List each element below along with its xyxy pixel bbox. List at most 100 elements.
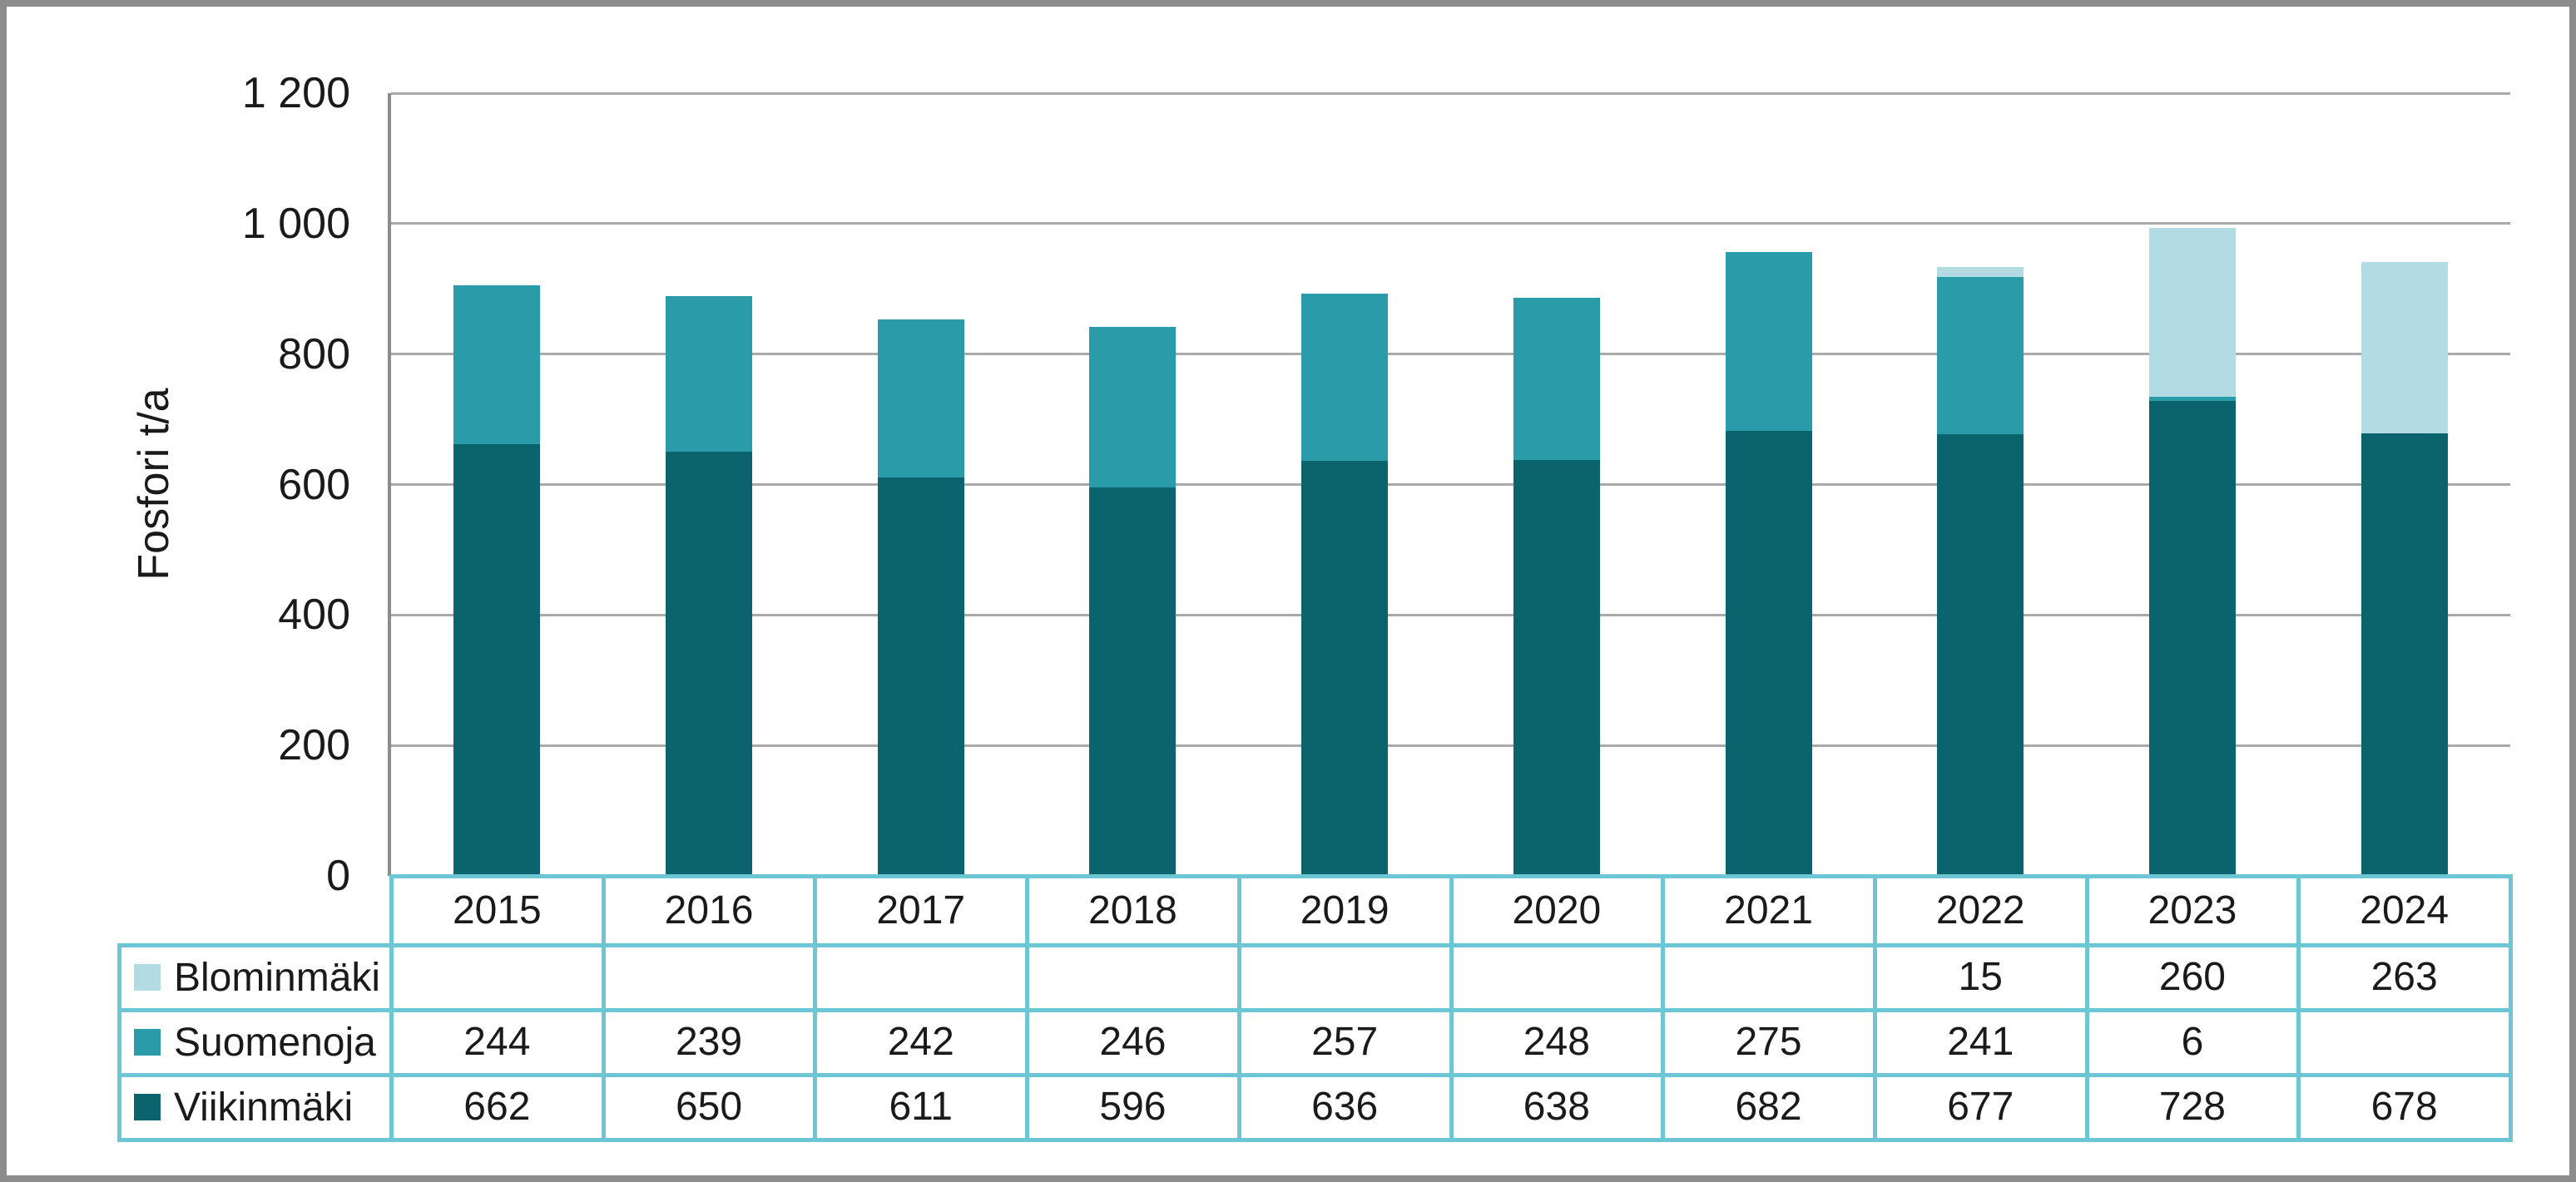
bar-segment-viikinmäki <box>1301 461 1389 876</box>
table-border <box>117 1008 2513 1012</box>
y-axis-tick-label: 200 <box>278 721 350 770</box>
table-year-header: 2022 <box>1935 888 2025 932</box>
table-value-cell <box>1662 945 1875 1010</box>
table-border <box>1872 874 1877 1142</box>
table-value-cell: 650 <box>675 1085 743 1129</box>
bar-segment-viikinmäki <box>453 443 541 876</box>
table-year-header: 2016 <box>664 888 754 932</box>
table-value-cell <box>603 945 815 1010</box>
table-border <box>117 1073 2513 1077</box>
table-border <box>2296 874 2301 1142</box>
table-year-header: 2017 <box>876 888 966 932</box>
table-value-cell: 239 <box>675 1020 743 1064</box>
gridline <box>391 222 2510 225</box>
legend-label: Viikinmäki <box>174 1085 354 1130</box>
table-border <box>2084 874 2089 1142</box>
y-axis-tick-label: 800 <box>278 329 350 378</box>
table-value-cell: 6 <box>2181 1020 2204 1064</box>
table-border <box>117 943 121 1142</box>
table-value-cell: 241 <box>1947 1020 2014 1064</box>
table-value-cell: 611 <box>889 1085 953 1129</box>
gridline <box>391 483 2510 486</box>
table-value-cell: 246 <box>1099 1020 1167 1064</box>
table-value-cell: 636 <box>1311 1085 1379 1129</box>
bar-segment-viikinmäki <box>1725 431 1812 876</box>
y-axis-title: Fosfori t/a <box>130 388 178 581</box>
gridline <box>391 744 2510 747</box>
bar-segment-suomenoja <box>1513 298 1600 460</box>
gridline <box>391 91 2510 95</box>
table-value-cell: 263 <box>2370 955 2438 999</box>
gridline <box>391 353 2510 356</box>
table-value-cell: 662 <box>463 1085 531 1129</box>
table-value-cell: 248 <box>1523 1020 1590 1064</box>
bar-segment-suomenoja <box>666 295 753 453</box>
table-value-cell <box>391 945 603 1010</box>
y-axis-tick-label: 1 000 <box>241 199 350 248</box>
bar-segment-suomenoja <box>453 284 541 444</box>
table-value-cell <box>1027 945 1239 1010</box>
bar-segment-blominmäki <box>2361 262 2448 434</box>
bar-segment-viikinmäki <box>2361 433 2448 876</box>
table-year-header: 2021 <box>1724 888 1813 932</box>
bar-segment-suomenoja <box>1937 277 2024 435</box>
table-value-cell <box>2298 1010 2510 1075</box>
bar-segment-viikinmäki <box>1937 434 2024 876</box>
gridline <box>391 613 2510 616</box>
table-year-header: 2020 <box>1512 888 1602 932</box>
bar-segment-viikinmäki <box>1089 487 1177 876</box>
table-value-cell: 15 <box>1958 955 2003 999</box>
bar-segment-suomenoja <box>877 319 964 477</box>
table-value-cell: 275 <box>1735 1020 1802 1064</box>
bar-segment-blominmäki <box>2148 227 2236 398</box>
table-year-header: 2015 <box>452 888 542 932</box>
y-axis-tick-label: 400 <box>278 591 350 640</box>
bar-segment-suomenoja <box>1725 251 1812 432</box>
table-value-cell <box>815 945 1027 1010</box>
table-value-cell: 677 <box>1947 1085 2014 1129</box>
y-axis-line <box>388 93 391 876</box>
y-axis-tick-label: 0 <box>326 852 350 900</box>
table-value-cell: 638 <box>1523 1085 1590 1129</box>
table-value-cell: 244 <box>463 1020 531 1064</box>
y-axis-tick-label: 600 <box>278 460 350 509</box>
bar-segment-suomenoja <box>2148 397 2236 402</box>
bar-segment-blominmäki <box>1937 267 2024 278</box>
table-value-cell: 257 <box>1311 1020 1379 1064</box>
table-border <box>1449 874 1454 1142</box>
table-value-cell <box>1451 945 1663 1010</box>
table-border <box>1025 874 1030 1142</box>
table-border <box>117 943 2513 947</box>
legend-label: Suomenoja <box>174 1020 376 1065</box>
table-value-cell: 682 <box>1735 1085 1802 1129</box>
table-border <box>389 874 394 1142</box>
table-border <box>813 874 818 1142</box>
legend-item-blominmäki: Blominmäki <box>119 945 391 1010</box>
bar-segment-suomenoja <box>1301 293 1389 462</box>
table-year-header: 2018 <box>1088 888 1177 932</box>
table-border <box>601 874 606 1142</box>
table-border <box>2509 874 2513 1142</box>
table-border <box>117 1138 2513 1142</box>
legend-key-icon <box>134 1094 161 1120</box>
legend-item-viikinmäki: Viikinmäki <box>119 1075 391 1140</box>
legend-item-suomenoja: Suomenoja <box>119 1010 391 1075</box>
table-year-header: 2023 <box>2147 888 2237 932</box>
table-value-cell: 728 <box>2158 1085 2226 1129</box>
table-value-cell: 242 <box>887 1020 954 1064</box>
table-border <box>1236 874 1241 1142</box>
table-value-cell: 596 <box>1099 1085 1167 1129</box>
y-axis-tick-label: 1 200 <box>241 69 350 117</box>
bar-segment-suomenoja <box>1089 326 1177 487</box>
table-value-cell <box>1239 945 1451 1010</box>
table-value-cell: 678 <box>2370 1085 2438 1129</box>
bar-segment-viikinmäki <box>666 452 753 876</box>
table-year-header: 2019 <box>1300 888 1390 932</box>
bar-segment-viikinmäki <box>2148 401 2236 876</box>
table-value-cell: 260 <box>2158 955 2226 999</box>
table-year-header: 2024 <box>2360 888 2450 932</box>
legend-key-icon <box>134 1029 161 1056</box>
legend-label: Blominmäki <box>174 955 381 1000</box>
bar-segment-viikinmäki <box>877 477 964 876</box>
